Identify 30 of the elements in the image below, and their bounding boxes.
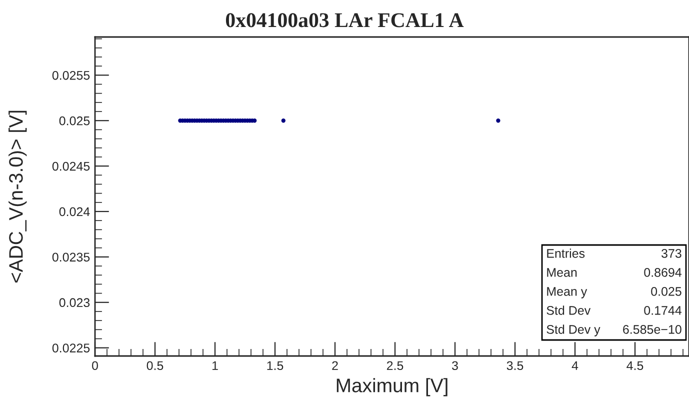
annotation: 0.8694 <box>644 268 682 277</box>
y-tick-label: 0.024 <box>59 207 90 216</box>
annotation: Entries <box>547 248 585 258</box>
x-tick-label: 0.5 <box>146 361 164 370</box>
y-tick-label: 0.0255 <box>52 70 90 80</box>
annotation: Mean y <box>547 287 588 298</box>
annotation: 6.585e−10 <box>623 325 682 334</box>
chart-title: 0x04100a03 LAr FCAL1 A <box>226 13 464 28</box>
y-tick-label: 0.025 <box>59 116 90 126</box>
x-tick-label: 1 <box>212 361 218 370</box>
y-tick-label: 0.023 <box>59 298 90 308</box>
x-tick-label: 4.5 <box>626 361 644 370</box>
x-tick-label: 2 <box>332 361 338 370</box>
x-tick-label: 3 <box>452 361 458 370</box>
x-axis-title: Maximum [V] <box>336 378 448 396</box>
annotation: 373 <box>661 249 682 258</box>
y-tick-label: 0.0235 <box>52 252 90 262</box>
x-tick-label: 4 <box>572 361 578 370</box>
annotation: 0.025 <box>651 287 682 296</box>
y-tick-label: 0.0225 <box>52 344 90 352</box>
x-tick-label: 0 <box>92 361 98 370</box>
y-axis-title: <ADC_V(n-3.0)> [V] <box>8 110 27 283</box>
x-tick-label: 1.5 <box>267 361 284 370</box>
y-tick-label: 0.0245 <box>52 162 90 171</box>
annotation: 0.1744 <box>644 306 682 315</box>
annotation: Std Dev y <box>546 324 600 336</box>
annotation: Mean <box>547 268 577 277</box>
x-tick-label: 3.5 <box>506 361 524 370</box>
annotation: Std Dev <box>546 306 591 315</box>
x-tick-label: 2.5 <box>386 361 404 370</box>
